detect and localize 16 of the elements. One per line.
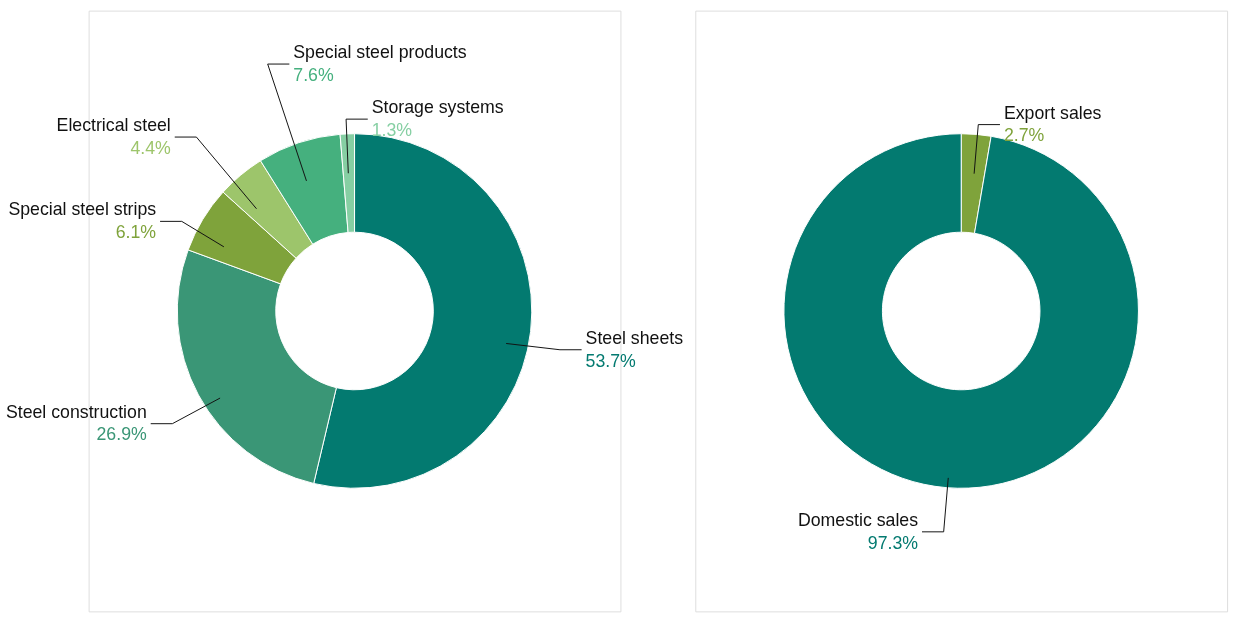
slice-label: Special steel products xyxy=(293,42,467,63)
slice-label: Steel sheets xyxy=(585,327,684,348)
data-label: 2.7% xyxy=(1003,125,1045,146)
slice-label: Domestic sales xyxy=(797,509,919,530)
data-label: 53.7% xyxy=(585,350,637,371)
data-label: 7.6% xyxy=(293,64,334,85)
data-label: 4.4% xyxy=(130,137,172,158)
slice-label: Electrical steel xyxy=(56,115,171,136)
slice-label: Steel construction xyxy=(5,401,147,422)
data-label: 97.3% xyxy=(867,532,919,553)
data-label: 26.9% xyxy=(96,424,147,445)
data-label: 1.3% xyxy=(371,119,413,140)
slice-label: Storage systems xyxy=(371,97,504,118)
data-label: 6.1% xyxy=(115,222,157,243)
slice-label: Export sales xyxy=(1003,102,1102,123)
slice-label: Special steel strips xyxy=(8,199,157,220)
